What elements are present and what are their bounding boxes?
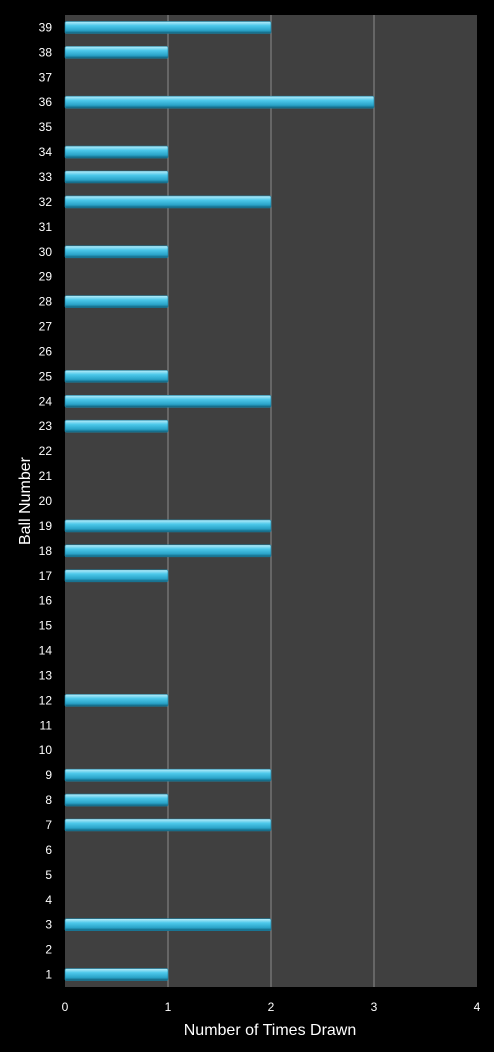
bar xyxy=(64,170,169,184)
y-tick-label: 1 xyxy=(45,968,52,982)
y-tick-label: 23 xyxy=(39,419,53,433)
x-tick-label: 2 xyxy=(268,1000,275,1014)
y-tick-label: 37 xyxy=(39,70,53,84)
y-tick-label: 3 xyxy=(45,918,52,932)
y-tick-label: 27 xyxy=(39,320,53,334)
y-tick-label: 24 xyxy=(39,394,53,408)
y-tick-label: 2 xyxy=(45,943,52,957)
y-tick-label: 35 xyxy=(39,120,53,134)
bar xyxy=(64,145,169,159)
y-tick-label: 21 xyxy=(39,469,53,483)
y-tick-label: 20 xyxy=(39,494,53,508)
bar xyxy=(64,21,272,34)
y-tick-label: 25 xyxy=(39,369,53,383)
y-tick-label: 19 xyxy=(39,519,53,533)
x-tick-label: 1 xyxy=(165,1000,172,1014)
y-tick-label: 7 xyxy=(45,818,52,832)
y-tick-label: 11 xyxy=(40,718,53,732)
y-tick-label: 28 xyxy=(39,295,53,309)
bar xyxy=(64,818,272,832)
bar xyxy=(64,544,272,558)
bar xyxy=(64,768,272,782)
x-axis-title: Number of Times Drawn xyxy=(184,1022,357,1039)
bar xyxy=(64,694,169,707)
y-tick-labels: 1234567891011121314151617181920212223242… xyxy=(39,20,53,981)
y-tick-label: 5 xyxy=(45,868,52,882)
y-axis-title: Ball Number xyxy=(17,456,34,545)
y-tick-label: 26 xyxy=(39,344,53,358)
bar xyxy=(64,793,169,807)
y-tick-label: 12 xyxy=(39,693,53,707)
x-tick-label: 3 xyxy=(371,1000,378,1014)
x-tick-label: 0 xyxy=(62,1000,69,1014)
y-tick-label: 38 xyxy=(39,45,53,59)
y-tick-label: 8 xyxy=(45,793,52,807)
y-tick-label: 13 xyxy=(39,668,53,682)
bar xyxy=(64,419,169,433)
y-tick-label: 14 xyxy=(39,644,53,658)
bar xyxy=(64,519,272,533)
y-tick-label: 4 xyxy=(45,893,52,907)
y-tick-label: 32 xyxy=(39,195,53,209)
y-tick-label: 30 xyxy=(39,245,53,259)
bar xyxy=(64,245,169,259)
bars xyxy=(64,21,375,981)
bar xyxy=(64,295,169,308)
y-tick-label: 22 xyxy=(39,444,53,458)
y-tick-label: 36 xyxy=(39,95,53,109)
y-tick-label: 6 xyxy=(45,843,52,857)
bar xyxy=(64,968,169,981)
bar xyxy=(64,195,272,209)
y-tick-label: 29 xyxy=(39,270,53,284)
y-tick-label: 33 xyxy=(39,170,53,184)
y-tick-label: 18 xyxy=(39,544,53,558)
x-tick-label: 4 xyxy=(474,1000,481,1014)
y-tick-label: 34 xyxy=(39,145,53,159)
y-tick-label: 9 xyxy=(45,768,52,782)
y-tick-label: 16 xyxy=(39,594,53,608)
bar xyxy=(64,395,272,408)
y-tick-label: 15 xyxy=(39,619,53,633)
bar xyxy=(64,46,169,59)
bar xyxy=(64,569,169,583)
y-tick-label: 31 xyxy=(39,220,53,234)
y-tick-label: 17 xyxy=(39,569,53,583)
bar xyxy=(64,370,169,383)
x-tick-labels: 0 1 2 3 4 xyxy=(62,1000,481,1014)
bar xyxy=(64,95,375,109)
y-tick-label: 10 xyxy=(39,743,53,757)
bar xyxy=(64,918,272,931)
y-tick-label: 39 xyxy=(39,20,53,34)
